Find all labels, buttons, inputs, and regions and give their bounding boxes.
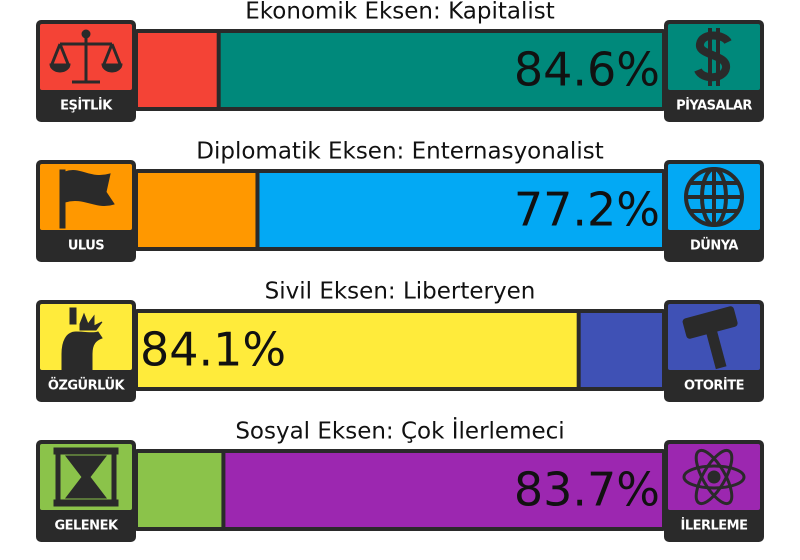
percent-label: 83.7% — [514, 463, 660, 517]
icon-label: GELENEK — [54, 519, 118, 534]
right-segment — [220, 33, 663, 107]
icon-label: DÜNYA — [690, 238, 738, 254]
axis-title: Sivil Eksen: Liberteryen — [265, 279, 536, 305]
icon-label: EŞİTLİK — [60, 98, 113, 114]
icon — [684, 167, 744, 227]
icon-label: OTORİTE — [684, 378, 744, 394]
right-segment — [580, 313, 662, 387]
percent-label: 84.1% — [140, 323, 286, 377]
axis-title: Sosyal Eksen: Çok İlerlemeci — [235, 417, 564, 445]
left-segment — [138, 33, 217, 107]
left-segment — [138, 453, 222, 527]
percent-label: 77.2% — [514, 183, 660, 237]
right-segment — [259, 173, 662, 247]
icon-label: ÖZGÜRLÜK — [48, 378, 126, 394]
left-segment — [138, 173, 256, 247]
right-segment — [225, 453, 663, 527]
icon-label: PİYASALAR — [676, 98, 752, 114]
axis-title: Ekonomik Eksen: Kapitalist — [245, 0, 554, 25]
icon-label: İLERLEME — [681, 518, 748, 534]
axis-title: Diplomatik Eksen: Enternasyonalist — [196, 139, 603, 165]
icon-label: ULUS — [68, 239, 104, 254]
percent-label: 84.6% — [514, 43, 660, 97]
left-segment — [138, 313, 577, 387]
